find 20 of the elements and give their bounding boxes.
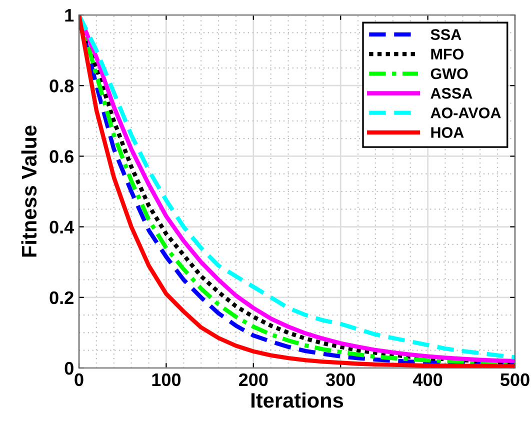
- legend-label: GWO: [430, 68, 468, 80]
- x-tick-label: 400: [413, 373, 442, 386]
- x-tick-label: 300: [326, 373, 355, 386]
- legend-label: SSA: [430, 29, 462, 40]
- y-tick-label: 0.2: [50, 291, 74, 304]
- y-tick-label: 1: [65, 9, 74, 22]
- y-tick-label: 0.4: [50, 220, 74, 234]
- legend-label: AO-AVOA: [430, 108, 501, 118]
- x-tick-label: 500: [500, 373, 530, 386]
- legend-label: MFO: [431, 48, 464, 60]
- x-tick-label: 200: [238, 373, 268, 386]
- y-tick-label: 0: [64, 362, 74, 375]
- x-axis-title: Iterations: [252, 392, 344, 408]
- y-axis-title: Fitness Value: [21, 126, 37, 257]
- y-tick-label: 0.6: [50, 150, 74, 163]
- legend-label: ASSA: [430, 88, 472, 99]
- x-tick-label: 100: [152, 373, 181, 386]
- x-tick-label: 0: [74, 373, 84, 386]
- legend-label: HOA: [431, 127, 464, 138]
- y-tick-label: 0.8: [50, 80, 74, 92]
